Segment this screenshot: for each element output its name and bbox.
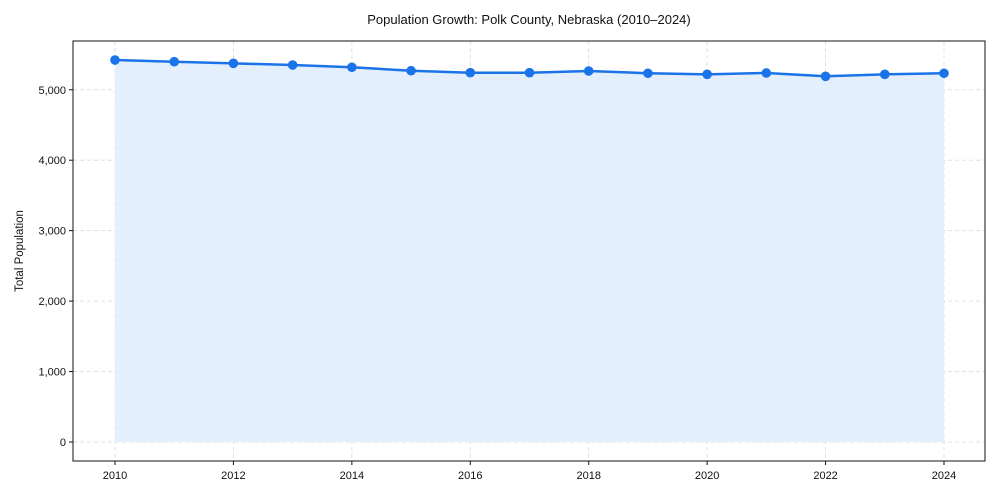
x-axis-ticks: 2010 2012 2014 2016 2018 2020 2022 2024 [103, 461, 956, 482]
data-point [702, 69, 712, 80]
data-point [524, 67, 535, 78]
x-tick-label: 2012 [221, 470, 245, 482]
x-tick-label: 2016 [458, 470, 482, 482]
data-markers [110, 55, 949, 82]
x-tick-label: 2018 [576, 470, 600, 482]
y-tick-label: 4,000 [38, 155, 66, 167]
data-point [406, 65, 416, 76]
data-point [110, 55, 120, 65]
area-fill [115, 60, 944, 442]
data-point [761, 68, 772, 78]
data-point [465, 67, 476, 78]
x-tick-label: 2010 [103, 470, 127, 482]
data-point [287, 60, 298, 70]
data-point [169, 56, 180, 67]
y-axis-ticks: 0 1,000 2,000 3,000 4,000 5,000 [38, 85, 73, 449]
data-point [643, 68, 653, 79]
data-point [347, 62, 357, 73]
x-tick-label: 2022 [813, 470, 837, 482]
y-tick-label: 5,000 [38, 85, 66, 97]
data-point [228, 58, 239, 69]
y-tick-label: 3,000 [38, 226, 66, 238]
chart-title: Population Growth: Polk County, Nebraska… [367, 12, 691, 27]
x-tick-label: 2014 [340, 470, 364, 482]
y-tick-label: 2,000 [38, 296, 66, 308]
y-tick-label: 0 [60, 437, 66, 449]
x-tick-label: 2020 [695, 470, 719, 482]
data-point [583, 66, 594, 76]
x-tick-label: 2024 [932, 470, 956, 482]
data-point [820, 71, 831, 82]
plot-frame [72, 40, 986, 462]
y-tick-label: 1,000 [38, 367, 66, 379]
data-point [939, 68, 949, 79]
data-point [879, 69, 890, 80]
